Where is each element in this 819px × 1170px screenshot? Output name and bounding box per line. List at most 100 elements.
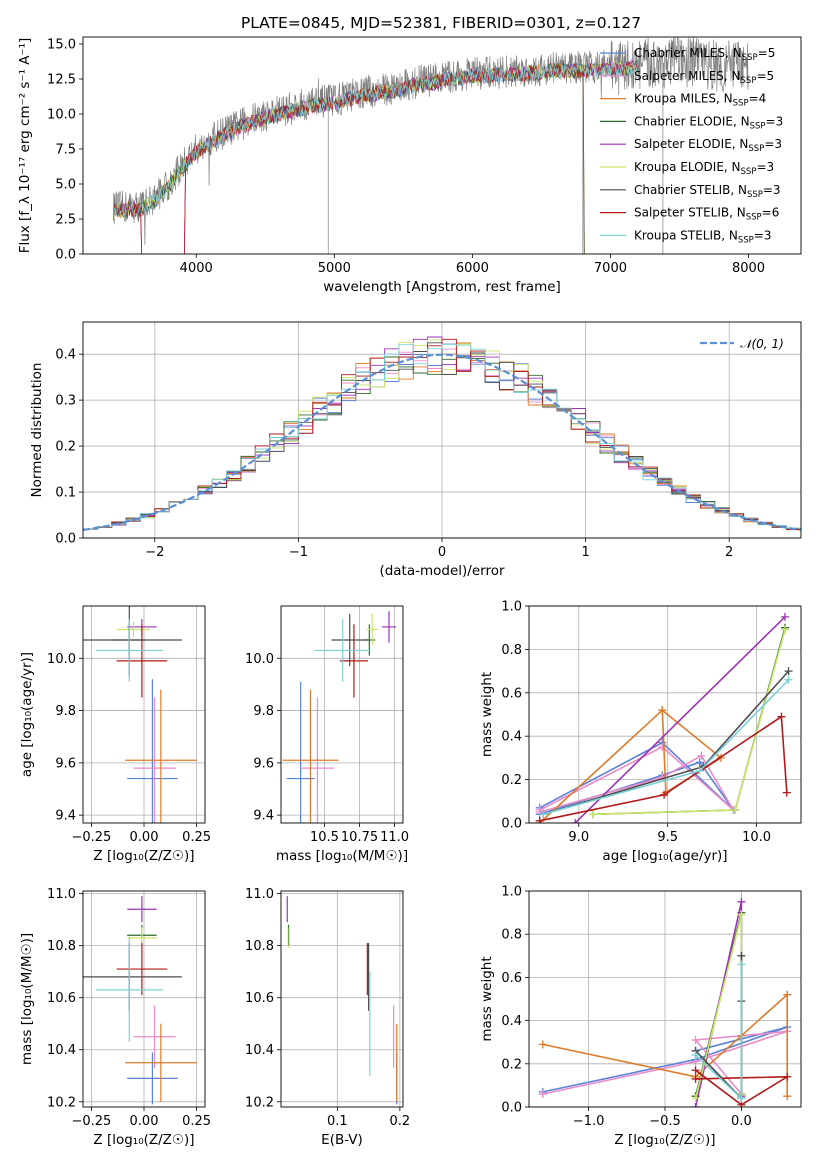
x-tick-label: −2 — [145, 545, 164, 560]
y-tick-label: 10.2 — [245, 1095, 274, 1110]
spectrum-plot — [113, 37, 749, 254]
y-tick-label: 9.4 — [253, 809, 274, 824]
panel-mass_vs_Z: −0.25 0.00 0.25 10.2 10.4 10.6 10.8 11.0 Z [log₁… — [19, 887, 211, 1148]
x-tick-label: −1.0 — [573, 1114, 605, 1129]
legend-entry-kroupa-miles: Kroupa MILES, NSSP=4 — [634, 92, 766, 109]
x-tick-label: 0 — [438, 545, 446, 560]
x-tick-label: 10.0 — [742, 830, 771, 845]
x-tick-label: 0.00 — [130, 830, 159, 845]
marker-salpeter-stelib — [691, 1074, 700, 1083]
age_vs_mass-plot — [282, 611, 396, 823]
y-tick-label: 9.8 — [253, 704, 274, 719]
y-tick-label: 0.8 — [501, 928, 522, 943]
marker-kroupa-elodie — [691, 1094, 700, 1103]
marker-salpeter-miles — [658, 743, 667, 752]
y-axis-label: Flux [f_λ 10⁻¹⁷ erg cm⁻² s⁻¹ A⁻¹] — [17, 38, 33, 254]
x-tick-label: 6000 — [456, 261, 489, 276]
marker-kroupa-miles — [783, 990, 792, 999]
axes-frame — [528, 605, 802, 824]
y-axis-label: mass weight — [479, 956, 495, 1041]
marker-kroupa-elodie — [737, 910, 746, 919]
y-tick-label: 10.8 — [47, 939, 76, 954]
y-tick-label: 11.0 — [245, 887, 274, 902]
x-tick-label: −0.25 — [71, 1114, 111, 1129]
y-tick-label: 0.4 — [55, 348, 76, 363]
histogram-plot — [83, 336, 801, 533]
legend: Chabrier MILES, NSSP=5 Salpeter MILES, NS… — [600, 46, 783, 245]
y-tick-label: 10.0 — [47, 652, 76, 667]
x-tick-label: 0.25 — [182, 830, 211, 845]
figure-title: PLATE=0845, MJD=52381, FIBERID=0301, z=0… — [241, 14, 641, 32]
marker-kroupa-stelib — [737, 960, 746, 969]
y-tick-label: 10.4 — [47, 1043, 76, 1058]
series-salpeter-stelib — [539, 715, 788, 822]
massweight_vs_Z-plot — [538, 897, 792, 1107]
series-chabrier-miles — [539, 741, 735, 816]
marker-salpeter-stelib — [777, 712, 786, 721]
marker-salpeter-stelib — [783, 1072, 792, 1081]
y-tick-label: 10.2 — [47, 1095, 76, 1110]
y-tick-label: 10.8 — [245, 939, 274, 954]
axes-frame — [82, 36, 802, 255]
model-spectrum-chabrier-stelib — [113, 63, 585, 254]
y-tick-label: 10.0 — [245, 652, 274, 667]
marker-kroupa-elodie — [589, 810, 597, 819]
y-tick-label: 1.0 — [501, 600, 522, 615]
legend-normal-label: 𝒩(0, 1) — [740, 337, 784, 351]
x-tick-label: 8000 — [732, 261, 765, 276]
marker-salpeter-elodie — [571, 819, 580, 823]
legend-entry-kroupa-stelib: Kroupa STELIB, NSSP=3 — [634, 228, 772, 245]
legend-entry-kroupa-elodie: Kroupa ELODIE, NSSP=3 — [634, 160, 774, 177]
y-tick-label: 9.6 — [55, 756, 76, 771]
y-tick-label: 9.8 — [55, 704, 76, 719]
x-tick-label: 10.75 — [341, 830, 378, 845]
marker-salpeter-elodie — [737, 897, 746, 906]
series-salpeter-elodie — [574, 616, 786, 823]
marker-salpeter-miles — [691, 1036, 700, 1045]
y-axis-label: age [log₁₀(age/yr)] — [19, 652, 35, 777]
marker-kroupa-elodie — [781, 625, 789, 634]
x-axis-label: age [log₁₀(age/yr)] — [602, 848, 727, 864]
massweight_vs_age-plot — [535, 612, 793, 823]
marker-salpeter-elodie — [781, 612, 789, 621]
x-tick-label: −0.25 — [71, 830, 111, 845]
y-tick-label: 0.8 — [501, 643, 522, 658]
y-tick-label: 10.4 — [245, 1043, 274, 1058]
x-tick-label: 1 — [581, 545, 589, 560]
x-axis-label: mass [log₁₀(M/M☉)] — [276, 848, 408, 864]
panel-massweight_vs_age: 9.0 9.5 10.0 0.0 0.2 0.4 0.6 0.8 1.0 age [log₁₀(a… — [479, 600, 802, 864]
series-kroupa-elodie — [694, 914, 743, 1099]
x-tick-label: 9.5 — [657, 830, 678, 845]
marker-chabrier-stelib — [737, 951, 746, 960]
marker-kroupa-stelib — [539, 810, 548, 819]
y-tick-label: 0.1 — [55, 486, 76, 501]
y-tick-label: 15.0 — [47, 38, 76, 53]
x-tick-label: 0.0 — [731, 1114, 752, 1129]
legend-entry-salpeter-stelib: Salpeter STELIB, NSSP=6 — [634, 206, 779, 223]
x-tick-label: 5000 — [318, 261, 351, 276]
age_vs_Z-plot — [83, 606, 197, 823]
legend-entry-chabrier-miles: Chabrier MILES, NSSP=5 — [634, 46, 775, 63]
y-tick-label: 2.5 — [55, 213, 76, 228]
x-tick-label: 0.25 — [182, 1114, 211, 1129]
panel-age_vs_mass: 10.5 10.75 11.0 9.4 9.6 9.8 10.0 mass [log₁₀(M/… — [245, 605, 409, 864]
y-tick-label: 0.0 — [501, 1101, 522, 1116]
axes-frame — [280, 890, 404, 1108]
y-tick-label: 11.0 — [47, 887, 76, 902]
mass_vs_EBV-plot — [286, 896, 398, 1105]
legend-entry-chabrier-elodie: Chabrier ELODIE, NSSP=3 — [634, 114, 783, 131]
marker-kroupa-stelib — [784, 675, 793, 684]
x-axis-label: Z [log₁₀(Z/Z☉)] — [93, 848, 194, 864]
histogram-kroupa-stelib — [83, 343, 801, 533]
marker-salpeter-elodie — [691, 1103, 700, 1107]
y-tick-label: 10.6 — [47, 991, 76, 1006]
y-tick-label: 0.6 — [501, 971, 522, 986]
legend-entry-salpeter-miles: Salpeter MILES, NSSP=5 — [634, 69, 774, 86]
normal-curve — [83, 353, 801, 531]
y-tick-label: 0.2 — [55, 440, 76, 455]
marker-kroupa-miles — [538, 1040, 547, 1049]
panel-spectrum: 4000 5000 6000 7000 8000 0.0 2.5 5.0 7.5 10.0 12.5… — [17, 36, 802, 295]
legend-entry-chabrier-stelib: Chabrier STELIB, NSSP=3 — [634, 183, 781, 200]
marker-chabrier-stelib — [784, 667, 793, 676]
